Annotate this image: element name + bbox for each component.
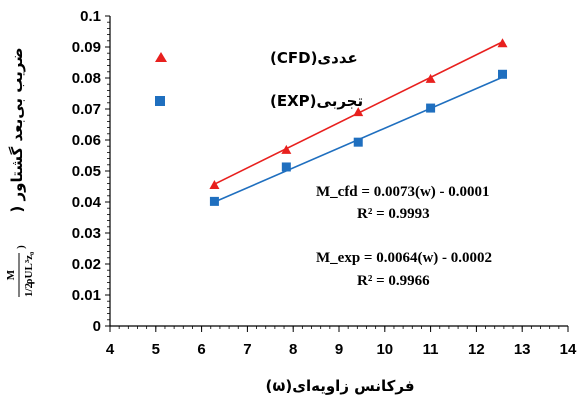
x-tick-label: 4 bbox=[106, 341, 115, 358]
x-tick-label: 12 bbox=[468, 341, 485, 358]
y-tick-label: 0.02 bbox=[72, 256, 101, 273]
x-tick-label: 8 bbox=[289, 341, 297, 358]
x-tick-label: 13 bbox=[514, 341, 531, 358]
fraction-close: ) bbox=[15, 245, 27, 249]
y-axis-fraction: M 1/2 ρUL³z₀ ) bbox=[5, 245, 35, 297]
y-tick-label: 0.05 bbox=[72, 163, 101, 180]
y-tick-label: 0 bbox=[93, 318, 101, 335]
trendlines bbox=[214, 41, 503, 203]
y-tick-label: 0.03 bbox=[72, 225, 101, 242]
x-axis-title: فرکانس زاویه‌ای(ω) bbox=[265, 377, 414, 395]
exp-point bbox=[426, 103, 436, 113]
x-tick-label: 11 bbox=[423, 341, 439, 358]
x-tick-label: 9 bbox=[335, 341, 343, 358]
x-tick-label: 6 bbox=[197, 341, 205, 358]
x-tick-label: 5 bbox=[152, 341, 160, 358]
y-tick-label: 0.06 bbox=[72, 132, 101, 149]
x-tick-label: 14 bbox=[560, 341, 577, 358]
y-tick-label: 0.09 bbox=[72, 39, 101, 56]
cfd-point bbox=[425, 73, 436, 83]
equation-annotations: M_cfd = 0.0073(w) - 0.0001 R² = 0.9993 M… bbox=[316, 184, 492, 289]
y-tick-labels: 0 0.01 0.02 0.03 0.04 0.05 0.06 0.07 0.08 0.09 0.1 bbox=[72, 8, 102, 335]
legend: عددی(CFD) تجربی(EXP) bbox=[155, 49, 363, 110]
cfd-point bbox=[497, 38, 508, 48]
exp-equation: M_exp = 0.0064(w) - 0.0002 bbox=[316, 250, 492, 266]
legend-exp-label: تجربی(EXP) bbox=[270, 92, 363, 110]
legend-exp-marker bbox=[155, 96, 165, 106]
cfd-point bbox=[353, 107, 364, 117]
cfd-r-squared: R² = 0.9993 bbox=[357, 206, 430, 222]
x-tick-labels: 4 5 6 7 8 9 10 11 12 13 14 bbox=[106, 341, 577, 358]
fraction-denominator: ρUL³z₀ bbox=[23, 251, 35, 284]
exp-point bbox=[498, 69, 508, 79]
data-points bbox=[209, 38, 508, 206]
exp-point bbox=[281, 162, 291, 172]
legend-cfd-label: عددی(CFD) bbox=[270, 49, 358, 67]
y-tick-label: 0.07 bbox=[72, 101, 101, 118]
y-axis-title-text: ضریب بی‌بعد گشتاور ( bbox=[8, 47, 26, 212]
legend-cfd-marker bbox=[155, 52, 167, 62]
y-axis-title: ضریب بی‌بعد گشتاور ( M 1/2 ρUL³z₀ ) bbox=[5, 47, 35, 297]
axes bbox=[105, 15, 569, 332]
fraction-numerator: M bbox=[5, 269, 17, 280]
exp-point bbox=[353, 137, 363, 147]
cfd-equation: M_cfd = 0.0073(w) - 0.0001 bbox=[316, 184, 490, 200]
y-tick-label: 0.04 bbox=[72, 194, 102, 211]
y-tick-label: 0.1 bbox=[80, 8, 101, 25]
exp-point bbox=[209, 196, 219, 206]
fraction-coef: 1/2 bbox=[23, 282, 35, 297]
x-tick-label: 7 bbox=[243, 341, 251, 358]
y-tick-label: 0.01 bbox=[72, 287, 101, 304]
exp-r-squared: R² = 0.9966 bbox=[357, 273, 430, 289]
y-tick-label: 0.08 bbox=[72, 70, 101, 87]
x-tick-label: 10 bbox=[376, 341, 393, 358]
cfd-point bbox=[209, 179, 220, 189]
cfd-point bbox=[281, 144, 292, 154]
